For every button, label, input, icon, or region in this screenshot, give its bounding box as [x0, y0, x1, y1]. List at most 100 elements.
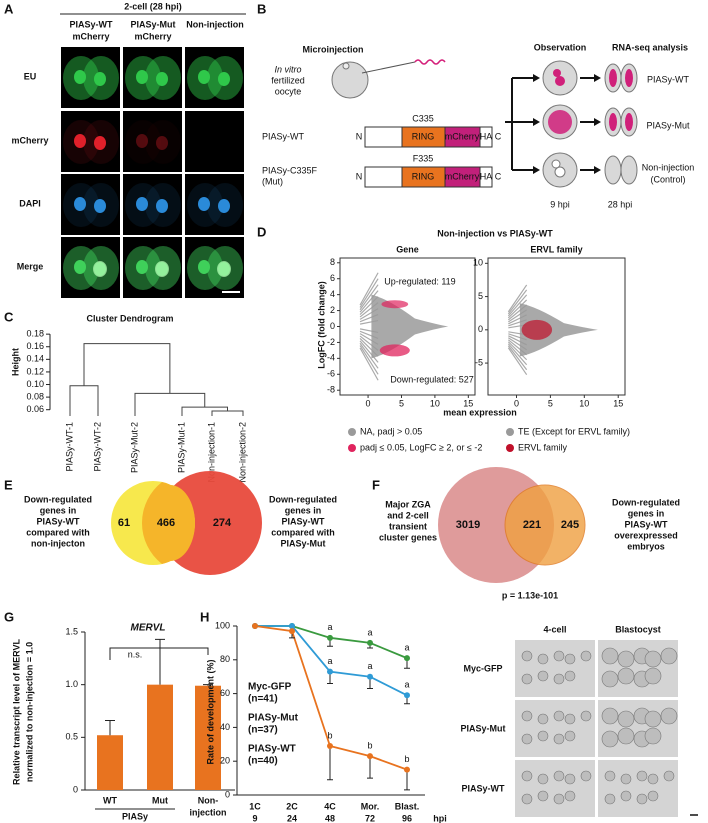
panel-label: A: [4, 1, 14, 16]
outcome-label: Non-injection: [642, 162, 695, 172]
point: [404, 766, 410, 773]
embryo: [636, 770, 648, 782]
significance-letter: a: [327, 656, 332, 666]
row-label: DAPI: [19, 198, 41, 208]
x-axis-label: mean expression: [443, 407, 517, 417]
x-tick-label: WT: [103, 795, 117, 805]
nucleus: [74, 197, 86, 211]
point: [289, 628, 295, 635]
embryo: [660, 707, 678, 725]
venn-label: cluster genes: [379, 532, 437, 542]
micrograph: [123, 174, 182, 235]
error-bar: [367, 756, 373, 779]
outcome-label: PIASy-WT: [647, 74, 690, 84]
row-label: PIASy-Mut: [461, 723, 506, 733]
embryo: [644, 650, 662, 668]
embryo: [636, 793, 648, 805]
venn-label: PIASy-Mut: [281, 538, 326, 548]
embryo: [601, 670, 619, 688]
low-count-streak: [507, 343, 528, 366]
column-label: Blastocyst: [615, 624, 661, 634]
mutation-site: F335: [413, 153, 434, 163]
embryo: [601, 707, 619, 725]
x-tick-label: 2C: [286, 801, 298, 811]
significance-letter: a: [367, 627, 372, 637]
low-count-streak: [359, 284, 379, 311]
venn-count: 61: [118, 517, 130, 529]
error-bar: [203, 684, 213, 686]
bar: [147, 684, 173, 790]
point: [367, 753, 373, 760]
arrow-head: [533, 166, 540, 174]
significance-letter: a: [327, 622, 332, 632]
low-count-streak: [359, 272, 379, 306]
venn-label: genes in: [628, 508, 665, 518]
nucleus: [156, 136, 168, 150]
embryo: [521, 770, 533, 782]
error-bar: [105, 719, 115, 736]
leaf-label: PIASy-Mut-1: [176, 422, 186, 473]
signal: [625, 69, 633, 87]
embryo: [647, 790, 659, 802]
scatter-cloud-image: [507, 284, 598, 376]
nucleus: [93, 261, 107, 277]
row-label: mCherry: [11, 135, 48, 145]
y-tick-label: -6: [327, 369, 335, 379]
y-tick-label: 0.16: [26, 341, 44, 351]
embryo: [564, 773, 576, 785]
section-title: Microinjection: [302, 44, 363, 54]
embryo: [647, 773, 659, 785]
chart-suptitle: Non-injection vs PIASy-WT: [437, 228, 553, 238]
signal: [625, 113, 633, 131]
embryo: [537, 790, 549, 802]
domain-label: C: [495, 131, 502, 141]
bar: [97, 735, 123, 790]
embryo: [644, 727, 662, 745]
low-count-streak: [359, 345, 379, 375]
panel-label: H: [200, 609, 209, 624]
venn-count: 3019: [456, 519, 480, 531]
low-count-streak: [507, 289, 528, 315]
signal: [609, 69, 617, 87]
embryo: [553, 650, 565, 662]
red-cloud: [521, 319, 553, 340]
red-cloud: [381, 300, 409, 309]
venn-label: PIASy-WT: [281, 516, 325, 526]
y-tick-label: 1.5: [65, 626, 78, 636]
y-tick-label: 1.0: [65, 679, 78, 689]
nucleus: [156, 199, 168, 213]
embryo: [553, 710, 565, 722]
panel-label: B: [257, 1, 266, 16]
y-axis-label: Rate of development (%): [205, 659, 215, 764]
column-label: Non-injection: [186, 19, 244, 29]
significance-letter: b: [367, 741, 372, 751]
column-label: PIASy-Mut: [131, 19, 176, 29]
chart-title: ERVL family: [530, 244, 582, 254]
x-tick-label: 72: [365, 813, 375, 823]
venn-label: genes in: [40, 505, 77, 515]
embryo: [521, 710, 533, 722]
venn-circle: [504, 484, 586, 566]
low-count-streak: [507, 341, 528, 361]
embryo: [580, 710, 592, 722]
column-label: PIASy-WT: [69, 19, 113, 29]
chart-title: Cluster Dendrogram: [86, 313, 173, 323]
micrograph: [515, 700, 595, 757]
embryo: [564, 730, 576, 742]
y-tick-label: 0: [73, 784, 78, 794]
y-tick-label: 10: [473, 258, 483, 268]
y-axis-label: normalized to non-injection = 1.0: [24, 642, 34, 782]
venn-label: compared with: [271, 527, 335, 537]
dense-cloud: [371, 294, 449, 359]
venn-label: PIASy-WT: [624, 519, 668, 529]
x-tick-label: 4C: [324, 801, 336, 811]
pronucleus: [553, 69, 561, 77]
time-label: 28 hpi: [608, 199, 633, 209]
construct-name: (Mut): [262, 176, 283, 186]
micrograph: [61, 111, 120, 172]
legend-label: TE (Except for ERVL family): [518, 426, 630, 436]
annotation: Up-regulated: 119: [384, 276, 455, 286]
low-count-streak: [507, 345, 528, 371]
pronucleus: [555, 76, 565, 86]
